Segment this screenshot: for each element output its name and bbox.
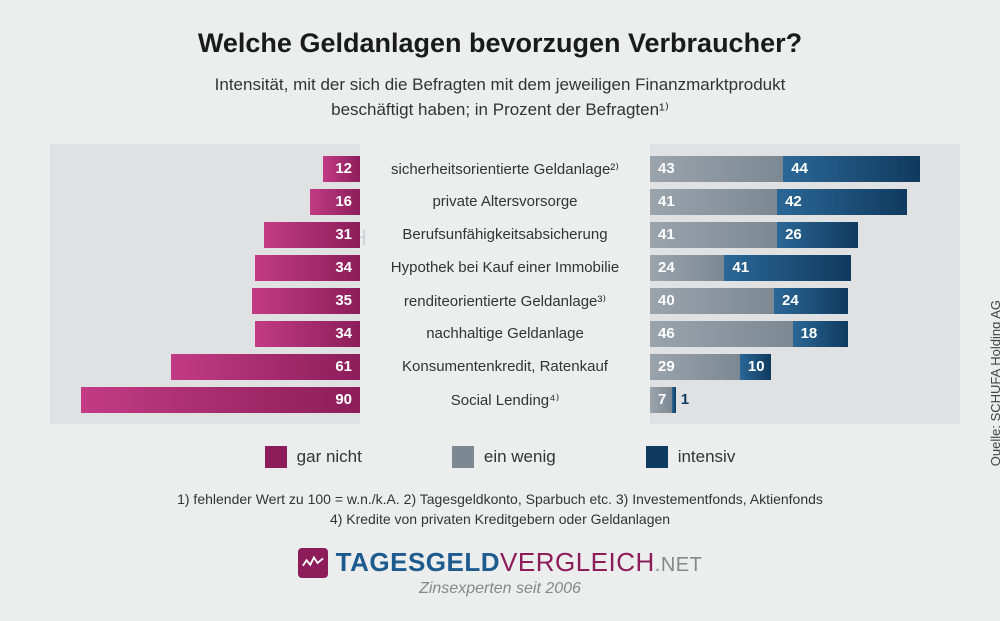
- bar-garnicht: 16: [310, 189, 360, 215]
- chart-title: Welche Geldanlagen bevorzugen Verbrauche…: [50, 28, 950, 59]
- legend-swatch-einwenig: [452, 446, 474, 468]
- category-label: sicherheitsorientierte Geldanlage²⁾: [360, 152, 650, 185]
- legend: gar nicht ein wenig intensiv: [50, 446, 950, 468]
- brand-block: TAGESGELDVERGLEICH.NET Zinsexperten seit…: [50, 547, 950, 598]
- bar-einwenig: 7: [650, 387, 672, 413]
- chart-panel-right: 434441424126244140244618291071: [650, 144, 960, 424]
- bar-einwenig: 46: [650, 321, 793, 347]
- bar-einwenig: 41: [650, 222, 777, 248]
- footnotes: 1) fehlender Wert zu 100 = w.n./k.A. 2) …: [50, 490, 950, 529]
- bar-intensiv: 26: [777, 222, 858, 248]
- subtitle-line2: beschäftigt haben; in Prozent der Befrag…: [331, 100, 669, 119]
- bar-einwenig: 41: [650, 189, 777, 215]
- bar-garnicht: 90: [81, 387, 360, 413]
- bar-einwenig: 43: [650, 156, 783, 182]
- bar-intensiv: 10: [740, 354, 771, 380]
- subtitle-line1: Intensität, mit der sich die Befragten m…: [215, 75, 786, 94]
- bar-intensiv: 1: [672, 387, 676, 413]
- legend-swatch-intensiv: [646, 446, 668, 468]
- chart-labels: sicherheitsorientierte Geldanlage²⁾priva…: [360, 144, 650, 424]
- legend-label-einwenig: ein wenig: [484, 447, 556, 467]
- footnote-line1: 1) fehlender Wert zu 100 = w.n./k.A. 2) …: [177, 491, 823, 507]
- chart-panel-left: 12 16 31 34 35 34 61 90: [50, 144, 360, 424]
- bar-garnicht: 12: [323, 156, 360, 182]
- legend-item-garnicht: gar nicht: [265, 446, 362, 468]
- brand-logo-icon: [298, 548, 328, 578]
- brand-part2: VERGLEICH: [500, 547, 655, 577]
- bar-intensiv: 42: [777, 189, 907, 215]
- legend-item-einwenig: ein wenig: [452, 446, 556, 468]
- chart-subtitle: Intensität, mit der sich die Befragten m…: [50, 73, 950, 122]
- brand-part1: TAGESGELD: [336, 547, 500, 577]
- chart: 12 16 31 34 35 34 61 90 sicherheitsorientierte …: [50, 144, 960, 424]
- bar-intensiv: 44: [783, 156, 919, 182]
- legend-label-intensiv: intensiv: [678, 447, 736, 467]
- legend-label-garnicht: gar nicht: [297, 447, 362, 467]
- category-label: renditeorientierte Geldanlage³⁾: [360, 284, 650, 317]
- bar-garnicht: 34: [255, 321, 360, 347]
- bar-intensiv: 41: [724, 255, 851, 281]
- bar-garnicht: 34: [255, 255, 360, 281]
- category-label: private Altersvorsorge: [360, 185, 650, 218]
- category-label: Konsumentenkredit, Ratenkauf: [360, 350, 650, 383]
- bar-intensiv: 24: [774, 288, 848, 314]
- category-label: Social Lending⁴⁾: [360, 383, 650, 416]
- bar-einwenig: 40: [650, 288, 774, 314]
- bar-intensiv: 18: [793, 321, 849, 347]
- brand-tagline: Zinsexperten seit 2006: [50, 580, 950, 598]
- source-credit: Quelle: SCHUFA Holding AG: [988, 300, 1000, 466]
- bar-einwenig: 29: [650, 354, 740, 380]
- bar-garnicht: 61: [171, 354, 360, 380]
- legend-swatch-garnicht: [265, 446, 287, 468]
- bar-garnicht: 35: [252, 288, 361, 314]
- brand-wordmark: TAGESGELDVERGLEICH.NET: [336, 547, 703, 578]
- legend-item-intensiv: intensiv: [646, 446, 736, 468]
- bar-garnicht: 31: [264, 222, 360, 248]
- category-label: Hypothek bei Kauf einer Immobilie: [360, 251, 650, 284]
- brand-tld: .NET: [655, 554, 703, 576]
- category-label: nachhaltige Geldanlage: [360, 317, 650, 350]
- footnote-line2: 4) Kredite von privaten Kreditgebern ode…: [330, 511, 670, 527]
- category-label: Berufsunfähigkeitsabsicherung: [360, 218, 650, 251]
- bar-einwenig: 24: [650, 255, 724, 281]
